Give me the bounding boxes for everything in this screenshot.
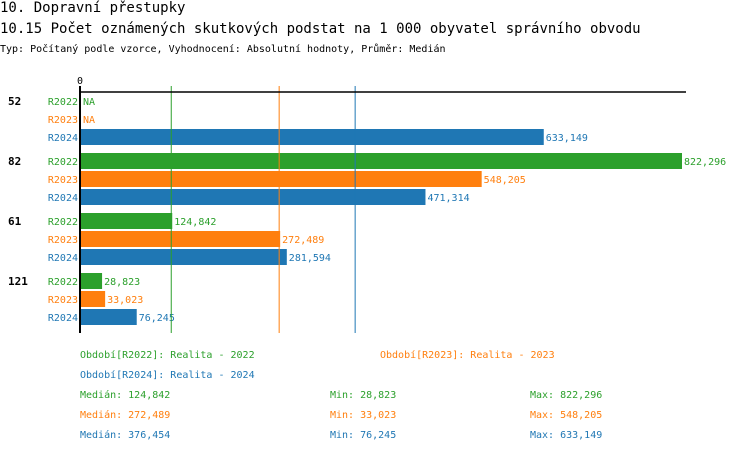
category-label: 121 [8,275,28,288]
category-label: 61 [8,215,22,228]
bar [81,189,426,205]
x-tick-label: 0 [77,76,83,87]
chart-meta: Typ: Počítaný podle vzorce, Vyhodnocení:… [0,44,446,55]
bar [81,249,287,265]
series-label: R2024 [48,193,78,204]
series-label: R2023 [48,235,78,246]
stat-max: Max: 548,205 [530,410,602,421]
data-label: 471,314 [427,193,469,204]
stat-median: Medián: 272,489 [80,409,170,421]
category-label: 82 [8,155,21,168]
stat-max: Max: 633,149 [530,430,602,441]
stat-min: Min: 33,023 [330,410,396,421]
legend-entry: Období[R2022]: Realita - 2022 [80,349,255,361]
data-label: 33,023 [107,295,143,306]
legend-entry: Období[R2023]: Realita - 2023 [380,349,555,361]
category-label: 52 [8,95,21,108]
chart-subtitle: 10.15 Počet oznámených skutkových podsta… [0,21,641,37]
legend-entry: Období[R2024]: Realita - 2024 [80,369,255,381]
series-label: R2024 [48,313,78,324]
chart-title: 10. Dopravní přestupky [0,0,186,16]
stat-median: Medián: 124,842 [80,389,170,401]
data-label: 272,489 [282,235,324,246]
bar [81,231,281,247]
series-label: R2023 [48,115,78,126]
bar [81,153,682,169]
data-label: NA [83,115,95,126]
stat-max: Max: 822,296 [530,390,602,401]
series-label: R2022 [48,97,78,108]
series-label: R2024 [48,253,78,264]
stat-min: Min: 28,823 [330,390,396,401]
bar [81,213,173,229]
data-label: NA [83,97,95,108]
data-label: 76,245 [139,313,175,324]
series-label: R2022 [48,217,78,228]
series-label: R2022 [48,157,78,168]
bar [81,291,106,307]
series-label: R2023 [48,175,78,186]
data-label: 822,296 [684,157,726,168]
data-label: 28,823 [104,277,140,288]
series-label: R2024 [48,133,78,144]
series-label: R2022 [48,277,78,288]
data-label: 281,594 [289,253,331,264]
bar [81,129,544,145]
series-label: R2023 [48,295,78,306]
bar [81,309,137,325]
data-label: 633,149 [546,133,588,144]
data-label: 124,842 [174,217,216,228]
data-label: 548,205 [484,175,526,186]
stat-min: Min: 76,245 [330,430,396,441]
bar [81,273,103,289]
stat-median: Medián: 376,454 [80,429,170,441]
bar [81,171,482,187]
